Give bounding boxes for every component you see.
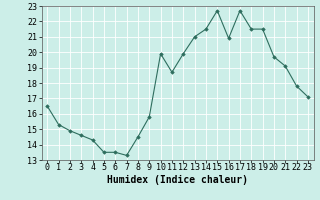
X-axis label: Humidex (Indice chaleur): Humidex (Indice chaleur) (107, 175, 248, 185)
